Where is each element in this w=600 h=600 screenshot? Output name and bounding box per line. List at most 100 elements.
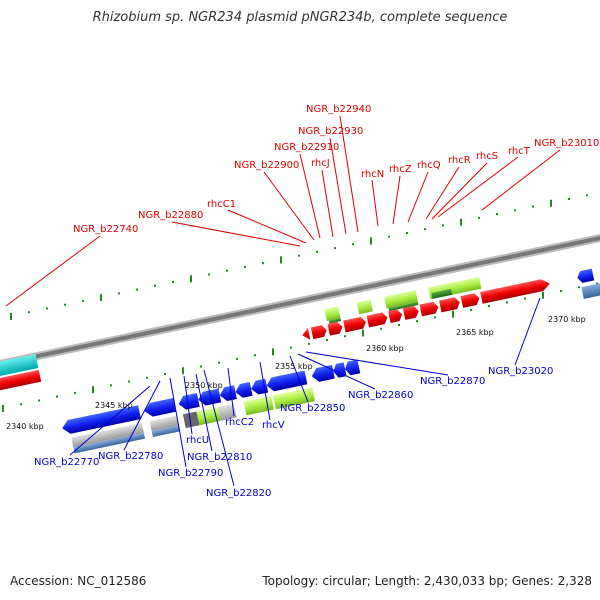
lower-track-tick	[416, 320, 418, 323]
label-ngr-b22880: NGR_b22880	[138, 210, 203, 221]
lower-track-tick	[524, 297, 526, 300]
upper-track-tick	[28, 311, 30, 314]
label-rhcU: rhcU	[186, 435, 209, 446]
lower-track-tick	[488, 305, 490, 308]
label-ngr-b22790: NGR_b22790	[158, 468, 223, 479]
map-title: Rhizobium sp. NGR234 plasmid pNGR234b, c…	[92, 10, 508, 25]
lower-track-tick	[272, 348, 274, 356]
top-leader-line	[171, 221, 301, 247]
lower-dotted-track	[2, 282, 598, 412]
top-leader-line	[339, 115, 359, 233]
lower-track-tick	[362, 329, 364, 337]
upper-track-tick	[100, 294, 102, 302]
label-rhcR: rhcR	[448, 155, 471, 166]
bottom-leader-line	[169, 377, 187, 468]
red-gene-cluster	[302, 279, 550, 340]
label-ngr-b22740: NGR_b22740	[73, 224, 138, 235]
bottom-leader-line	[289, 355, 309, 403]
bottom-leader-line	[69, 385, 151, 456]
upper-track-tick	[136, 288, 138, 291]
lower-track-tick	[110, 384, 112, 387]
lower-track-tick	[434, 316, 436, 319]
upper-track-tick	[190, 275, 192, 283]
dark-gray-gene	[182, 411, 200, 429]
top-leader-line	[407, 171, 429, 223]
bottom-leader-line	[203, 369, 235, 487]
lower-track-tick	[128, 380, 130, 383]
lower-track-tick	[542, 291, 544, 299]
top-leader-line	[5, 235, 101, 307]
label-rhcC2: rhcC2	[225, 417, 254, 428]
upper-track-tick	[370, 237, 372, 245]
top-leader-line	[299, 153, 321, 239]
lower-track-tick	[380, 327, 382, 330]
top-leader-line	[227, 209, 307, 244]
upper-track-tick	[406, 231, 408, 234]
top-leader-line	[425, 166, 460, 220]
label-ngr-b22900: NGR_b22900	[234, 160, 299, 171]
upper-track-tick	[442, 224, 444, 227]
bottom-leader-line	[227, 367, 235, 417]
upper-track-tick	[424, 228, 426, 231]
upper-track-tick	[154, 284, 156, 287]
label-rhcS: rhcS	[476, 151, 498, 162]
bottom-leader-line	[259, 361, 271, 421]
accession-text: Accession: NC_012586	[10, 574, 147, 588]
label-ngr-b22910: NGR_b22910	[274, 142, 339, 153]
label-ngr-b22770: NGR_b22770	[34, 457, 99, 468]
label-ngr-b22810: NGR_b22810	[187, 452, 252, 463]
lower-track-tick	[326, 339, 328, 342]
upper-track-tick	[298, 254, 300, 257]
lower-track-tick	[92, 386, 94, 394]
label-rhcV: rhcV	[262, 420, 285, 431]
upper-track-tick	[460, 218, 462, 226]
upper-track-tick	[118, 292, 120, 295]
upper-track-tick	[478, 216, 480, 219]
lower-track-tick	[470, 308, 472, 311]
lower-track-tick	[344, 335, 346, 338]
top-leader-line	[371, 179, 379, 227]
top-leader-line	[329, 137, 347, 235]
gray-gene-2	[149, 415, 180, 432]
scale-label-2340: 2340 kbp	[6, 422, 44, 431]
lower-track-tick	[56, 395, 58, 398]
upper-track-tick	[586, 194, 588, 197]
upper-track-tick	[496, 213, 498, 216]
upper-track-tick	[10, 313, 12, 320]
blue-gene-right	[577, 268, 595, 283]
scale-label-2345: 2345 kbp	[95, 401, 133, 410]
gray-gene-1	[71, 422, 144, 448]
lower-track-tick	[2, 405, 4, 412]
label-ngr-b22930: NGR_b22930	[298, 126, 363, 137]
label-ngr-b23020: NGR_b23020	[488, 366, 553, 377]
feature-cyan-left	[0, 354, 39, 383]
top-leader-line	[431, 162, 488, 220]
label-ngr-b22860: NGR_b22860	[348, 390, 413, 401]
lower-track-tick	[308, 342, 310, 345]
genome-summary-text: Topology: circular; Length: 2,430,033 bp…	[262, 574, 592, 588]
lime-gene-cluster	[324, 276, 482, 324]
lower-track-tick	[182, 367, 184, 375]
gray-gene-3	[218, 403, 237, 421]
upper-track-tick	[316, 250, 318, 253]
upper-track-tick	[244, 265, 246, 268]
bottom-leader-line	[195, 373, 213, 452]
sequence-backbone	[0, 234, 600, 368]
bottom-leader-line	[305, 351, 449, 376]
lower-track-tick	[74, 391, 76, 394]
bottom-leader-line	[123, 380, 161, 451]
lower-track-tick	[398, 323, 400, 326]
steel-gene-2	[151, 425, 181, 437]
label-ngr-b22820: NGR_b22820	[206, 488, 271, 499]
upper-track-tick	[550, 199, 552, 207]
top-leader-line	[321, 169, 334, 238]
upper-track-tick	[226, 269, 228, 272]
label-ngr-b23010: NGR_b23010	[534, 138, 599, 149]
lower-track-tick	[218, 361, 220, 364]
bottom-label-leaders	[69, 297, 541, 487]
lower-track-tick	[20, 403, 22, 406]
lower-track-tick	[38, 399, 40, 402]
lower-track-tick	[578, 286, 580, 289]
scale-label-2350: 2350 kbp	[185, 381, 223, 390]
